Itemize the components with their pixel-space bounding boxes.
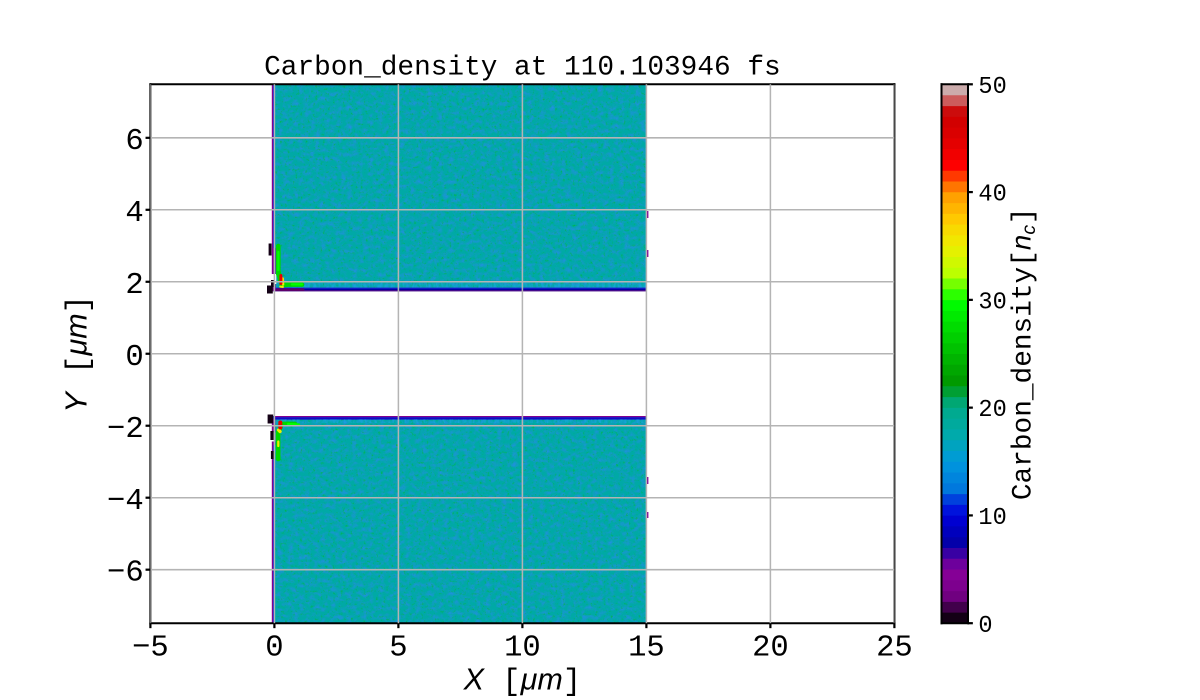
svg-text:20: 20 [978, 397, 1006, 424]
svg-text:50: 50 [978, 74, 1006, 101]
svg-text:15: 15 [628, 631, 665, 665]
svg-text:0: 0 [125, 341, 143, 375]
svg-text:2: 2 [125, 269, 143, 303]
svg-text:−5: −5 [132, 631, 169, 665]
svg-text:10: 10 [978, 505, 1006, 532]
svg-text:0: 0 [265, 631, 283, 665]
svg-text:−4: −4 [107, 485, 144, 519]
svg-text:−6: −6 [107, 557, 144, 591]
svg-text:4: 4 [125, 197, 143, 231]
svg-text:10: 10 [504, 631, 541, 665]
svg-text:Y μ m: Y μ m [ ] [60, 295, 97, 413]
svg-text:C a r b: C a r b o n _ d e n s i t y [ ] n c [1006, 202, 1040, 500]
svg-text:X μ m: X μ m [ ] [463, 662, 582, 699]
svg-text:0: 0 [978, 613, 992, 640]
svg-text:20: 20 [752, 631, 789, 665]
svg-text:40: 40 [978, 182, 1006, 209]
svg-text:30: 30 [978, 289, 1006, 316]
svg-text:5: 5 [389, 631, 407, 665]
svg-text:−2: −2 [107, 413, 144, 447]
svg-text:Carbon_density at 110.103946 f: Carbon_density at 110.103946 fs [264, 52, 781, 83]
svg-text:25: 25 [876, 631, 913, 665]
svg-text:6: 6 [125, 125, 143, 159]
